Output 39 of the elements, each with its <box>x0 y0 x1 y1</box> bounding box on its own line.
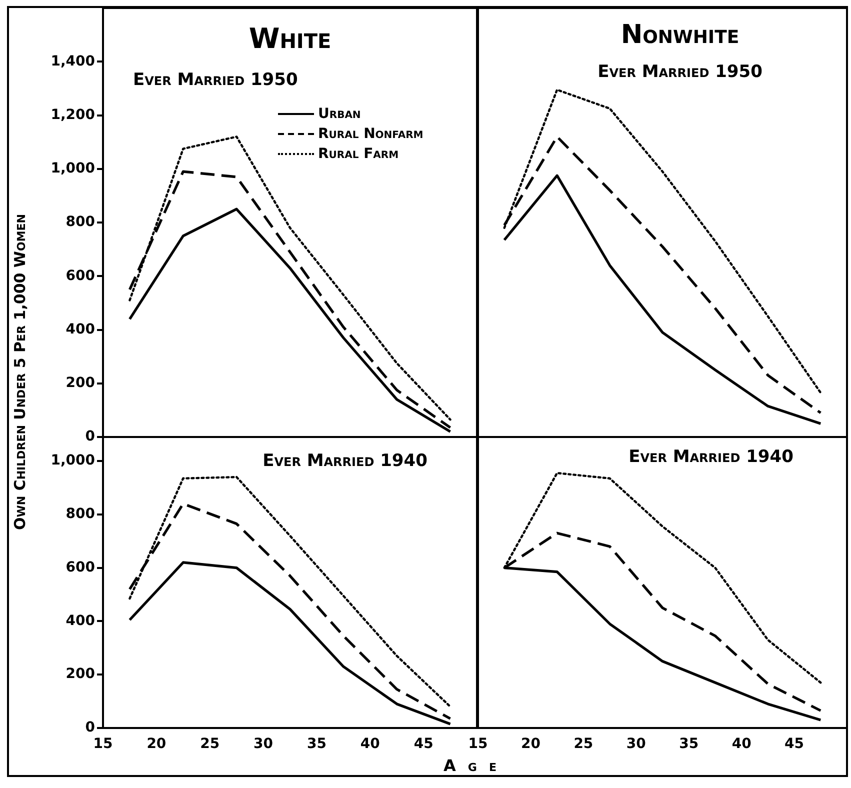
y-tick-label: 800 <box>66 506 96 522</box>
y-tick-label: 1,000 <box>50 160 96 177</box>
y-tick-label: 200 <box>66 666 96 682</box>
x-tick-label: 45 <box>784 736 804 752</box>
x-tick-label: 15 <box>468 736 488 752</box>
legend-label: Urban <box>318 105 361 124</box>
x-tick-label: 15 <box>93 736 113 752</box>
x-tick-label: 30 <box>254 736 274 752</box>
x-tick-label: 25 <box>200 736 220 752</box>
y-tick-label: 1,400 <box>50 53 96 70</box>
y-tick-label: 0 <box>85 720 96 736</box>
y-tick-label: 0 <box>85 428 96 445</box>
x-tick-label: 45 <box>414 736 434 752</box>
y-tick-label: 600 <box>66 559 96 576</box>
text: Ever Married 1940 <box>628 447 794 467</box>
x-tick-label: 20 <box>146 736 166 752</box>
x-axis-title: Age <box>444 756 508 775</box>
y-tick-label: 600 <box>66 268 96 284</box>
text: Ever Married 1950 <box>598 62 762 82</box>
text: Ever Married 1940 <box>262 451 428 471</box>
x-tick-label: 30 <box>626 736 646 752</box>
y-tick-label: 200 <box>66 375 96 392</box>
x-tick-label: 35 <box>306 736 326 752</box>
x-tick-label: 25 <box>574 736 594 752</box>
y-tick-label: 400 <box>66 321 96 338</box>
y-tick-label: 1,000 <box>50 452 96 469</box>
x-tick-label: 35 <box>679 736 699 752</box>
y-tick-label: 400 <box>66 612 96 629</box>
y-tick-label: 1,200 <box>50 106 96 123</box>
text: White <box>248 22 332 55</box>
text: Nonwhite <box>620 20 740 50</box>
x-tick-label: 40 <box>732 736 752 752</box>
x-tick-label: 20 <box>520 736 541 752</box>
y-axis-title: Own Children Under 5 Per 1,000 Women <box>11 214 29 530</box>
x-tick-label: 40 <box>360 736 380 752</box>
legend-label: Rural Farm <box>318 145 399 164</box>
legend-label: Rural Nonfarm <box>318 125 424 144</box>
y-tick-label: 800 <box>66 214 96 230</box>
text: Ever Married 1950 <box>133 70 298 90</box>
